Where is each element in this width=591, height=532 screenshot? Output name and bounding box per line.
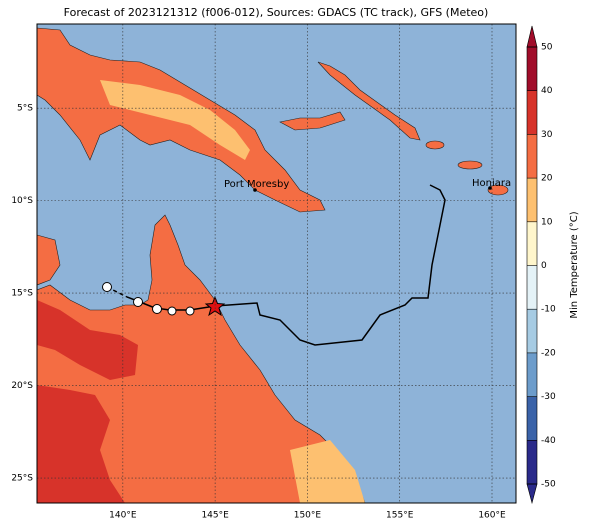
colorbar-label: Min Temperature (°C) bbox=[569, 211, 580, 318]
y-tick-label: 10°S bbox=[11, 196, 33, 206]
new-ireland bbox=[317, 61, 421, 141]
map-title: Forecast of 2023121312 (f006-012), Sourc… bbox=[64, 6, 489, 19]
y-tick-label: 15°S bbox=[11, 289, 33, 299]
colorbar: -50 -40 -30 -20 -10 0 10 20 30 40 50 bbox=[526, 25, 556, 505]
colorbar-segment bbox=[527, 440, 537, 484]
x-tick-label: 160°E bbox=[478, 511, 506, 521]
island bbox=[425, 140, 445, 150]
city-marker bbox=[488, 186, 492, 190]
y-tick-label: 5°S bbox=[17, 104, 33, 114]
track-point bbox=[102, 282, 112, 292]
map-frame bbox=[36, 23, 517, 504]
new-britain bbox=[279, 111, 346, 131]
colorbar-segment bbox=[527, 178, 537, 222]
warm-patch bbox=[37, 385, 125, 503]
colorbar-tick-label: -10 bbox=[541, 305, 556, 315]
colorbar-tick-label: 50 bbox=[541, 43, 553, 53]
island bbox=[487, 184, 509, 196]
colorbar-tick-label: 0 bbox=[541, 261, 547, 271]
x-tick-label: 150°E bbox=[294, 511, 322, 521]
city-marker bbox=[253, 188, 257, 192]
x-tick-label: 155°E bbox=[386, 511, 414, 521]
tc-track bbox=[126, 184, 446, 346]
colorbar-tick-label: 20 bbox=[541, 174, 553, 184]
colorbar-tick-label: 30 bbox=[541, 130, 553, 140]
track-point bbox=[167, 306, 177, 316]
place-label: Honiara bbox=[472, 178, 511, 189]
map-body: Port Moresby Honiara bbox=[37, 24, 516, 503]
track-point bbox=[185, 306, 195, 316]
colorbar-segment bbox=[527, 265, 537, 310]
colorbar-tick-label: 10 bbox=[541, 217, 553, 227]
highland bbox=[100, 80, 250, 160]
colorbar-tick-label: -40 bbox=[541, 436, 556, 446]
top-end bbox=[37, 234, 61, 286]
track-point bbox=[152, 304, 162, 314]
y-tick-label: 20°S bbox=[11, 381, 33, 391]
colorbar-tick-label: 40 bbox=[541, 86, 553, 96]
colorbar-segment bbox=[527, 134, 537, 179]
cool-patch bbox=[290, 440, 365, 503]
x-tick-label: 145°E bbox=[201, 511, 229, 521]
y-tick-label: 25°S bbox=[11, 474, 33, 484]
colorbar-segment bbox=[527, 396, 537, 441]
colorbar-tick-label: -20 bbox=[541, 348, 556, 358]
colorbar-segment bbox=[527, 47, 537, 91]
colorbar-extend-top bbox=[526, 25, 538, 48]
colorbar-segment bbox=[527, 309, 537, 353]
colorbar-segment bbox=[527, 90, 537, 135]
colorbar-segment bbox=[527, 352, 537, 397]
warm-patch bbox=[37, 300, 138, 380]
track-point bbox=[133, 297, 143, 307]
colorbar-tick-label: -50 bbox=[541, 480, 556, 490]
island bbox=[457, 160, 483, 170]
x-tick-label: 140°E bbox=[109, 511, 137, 521]
colorbar-segment bbox=[527, 221, 537, 266]
place-label: Port Moresby bbox=[224, 179, 289, 190]
colorbar-tick-label: -30 bbox=[541, 392, 556, 402]
graticule bbox=[37, 24, 516, 503]
colorbar-extend-bottom bbox=[526, 483, 538, 505]
